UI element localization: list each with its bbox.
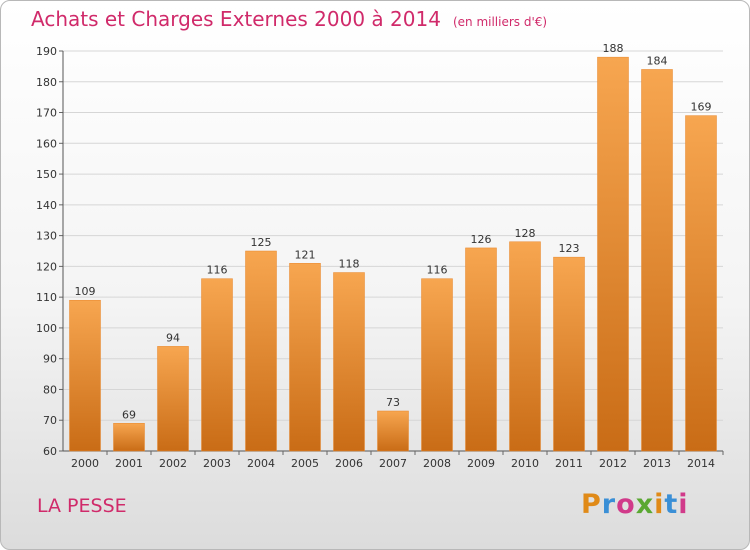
x-tick-label-2013: 2013 [643, 457, 671, 470]
data-label-2009: 126 [471, 233, 492, 246]
bar-2001 [113, 423, 145, 452]
y-tick-label: 170 [36, 107, 57, 120]
data-label-2011: 123 [559, 242, 580, 255]
y-tick-label: 180 [36, 76, 57, 89]
y-tick-label: 80 [43, 383, 57, 396]
data-label-2005: 121 [295, 248, 316, 261]
bar-2012 [597, 56, 629, 452]
data-label-2002: 94 [166, 331, 180, 344]
bar-2009 [465, 247, 497, 452]
data-label-2004: 125 [251, 236, 272, 249]
logo-letter: i [654, 489, 665, 520]
data-label-2003: 116 [207, 264, 228, 277]
bar-2011 [553, 256, 585, 452]
labels: 60 70 80 90 100 110 120 130 140 150 160 170 180 190 10… [36, 42, 715, 470]
x-tick-label-2009: 2009 [467, 457, 495, 470]
bar-2013 [641, 69, 673, 452]
bars [69, 56, 717, 452]
chart-title: Achats et Charges Externes 2000 à 2014 (e… [31, 7, 547, 31]
y-tick-label: 150 [36, 168, 57, 181]
logo-letter: r [601, 489, 617, 520]
y-tick-label: 190 [36, 45, 57, 58]
bar-2007 [377, 410, 409, 452]
x-tick-label-2010: 2010 [511, 457, 539, 470]
data-label-2008: 116 [427, 264, 448, 277]
x-tick-label-2006: 2006 [335, 457, 363, 470]
logo-letter: i [678, 489, 689, 520]
data-label-2001: 69 [122, 408, 136, 421]
x-tick-label-2008: 2008 [423, 457, 451, 470]
logo-letter: x [635, 489, 655, 520]
x-tick-label-2002: 2002 [159, 457, 187, 470]
y-tick-label: 160 [36, 137, 57, 150]
bar-2006 [333, 272, 365, 452]
bar-2003 [201, 278, 233, 452]
chart-title-unit: (en milliers d'€) [452, 15, 548, 29]
x-tick-label-2003: 2003 [203, 457, 231, 470]
x-tick-label-2001: 2001 [115, 457, 143, 470]
bar-2002 [157, 346, 189, 452]
y-tick-label: 110 [36, 291, 57, 304]
data-label-2013: 184 [647, 54, 668, 67]
bar-2005 [289, 263, 321, 452]
x-tick-label-2007: 2007 [379, 457, 407, 470]
data-label-2000: 109 [75, 285, 96, 298]
logo-letter: P [581, 489, 602, 520]
data-label-2012: 188 [603, 42, 624, 55]
x-tick-label-2011: 2011 [555, 457, 583, 470]
x-tick-label-2012: 2012 [599, 457, 627, 470]
chart-title-main: Achats et Charges Externes 2000 à 2014 [31, 7, 441, 31]
y-tick-label: 90 [43, 353, 57, 366]
data-label-2014: 169 [691, 101, 712, 114]
y-tick-label: 140 [36, 199, 57, 212]
bar-2014 [685, 115, 717, 452]
data-label-2007: 73 [386, 396, 400, 409]
x-tick-label-2005: 2005 [291, 457, 319, 470]
logo-letter: o [616, 489, 636, 520]
logo-letter: t [664, 489, 679, 520]
data-label-2010: 128 [515, 227, 536, 240]
x-tick-label-2000: 2000 [71, 457, 99, 470]
y-tick-label: 60 [43, 445, 57, 458]
y-tick-label: 130 [36, 230, 57, 243]
x-tick-label-2014: 2014 [687, 457, 715, 470]
y-tick-label: 70 [43, 414, 57, 427]
proxiti-logo: Proxiti [581, 489, 689, 520]
bar-2008 [421, 278, 453, 452]
data-label-2006: 118 [339, 258, 360, 271]
bar-2010 [509, 241, 541, 452]
x-tick-label-2004: 2004 [247, 457, 275, 470]
bar-2000 [69, 299, 101, 452]
y-tick-label: 120 [36, 260, 57, 273]
bar-2004 [245, 250, 277, 452]
y-tick-label: 100 [36, 322, 57, 335]
place-name: LA PESSE [37, 495, 127, 517]
